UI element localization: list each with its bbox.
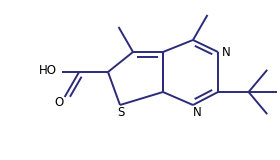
Text: N: N xyxy=(222,45,230,59)
Text: HO: HO xyxy=(39,64,57,76)
Text: S: S xyxy=(117,105,125,119)
Text: O: O xyxy=(54,96,63,108)
Text: N: N xyxy=(193,105,201,119)
